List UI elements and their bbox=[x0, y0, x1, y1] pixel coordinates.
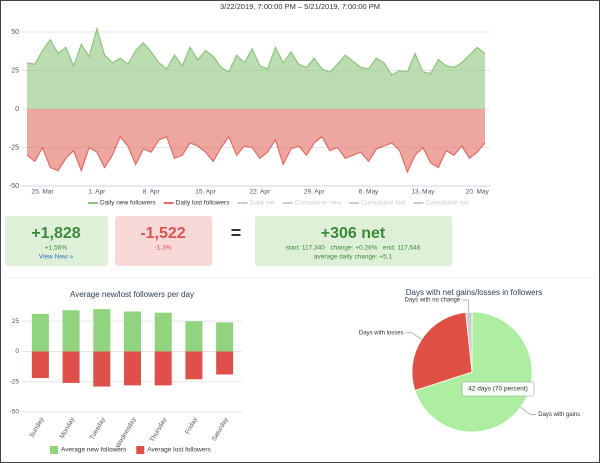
label-connector bbox=[405, 332, 422, 340]
y-tick-label: -25 bbox=[9, 144, 19, 151]
bar bbox=[31, 313, 49, 352]
pie-label: Days with gains bbox=[538, 412, 580, 418]
y-tick-label: 25 bbox=[12, 318, 20, 325]
pie-label: Days with losses bbox=[359, 330, 404, 336]
bar bbox=[93, 351, 111, 387]
y-tick-label: -50 bbox=[10, 409, 20, 416]
legend-label: Average new followers bbox=[61, 447, 127, 454]
bar bbox=[185, 321, 203, 352]
y-tick-label: 25 bbox=[11, 67, 19, 74]
net-details: start: 117,340 change: +0.26% end: 117,6… bbox=[286, 245, 421, 252]
lost-box bbox=[115, 216, 212, 266]
chart-title: Average new/lost followers per day bbox=[70, 290, 194, 299]
legend-label: Average lost followers bbox=[147, 447, 211, 454]
lost-total: -1,522 bbox=[140, 225, 185, 242]
chart-title: Days with net gains/losses in followers bbox=[406, 288, 543, 297]
bar bbox=[185, 351, 203, 380]
x-tick-label: 1. Apr bbox=[88, 189, 106, 196]
area-fill bbox=[27, 28, 485, 109]
tooltip-text: 42 days (70 percent) bbox=[468, 386, 528, 393]
legend-symbol bbox=[50, 446, 58, 454]
new-total: +1,828 bbox=[31, 225, 80, 242]
y-tick-label: 0 bbox=[15, 106, 19, 113]
x-tick-label: Sunday bbox=[28, 416, 45, 439]
equals-sign: = bbox=[231, 223, 242, 243]
x-tick-label: Saturday bbox=[211, 416, 230, 443]
bar bbox=[62, 351, 80, 383]
x-tick-label: Friday bbox=[184, 416, 199, 436]
area-line bbox=[26, 26, 486, 76]
x-tick-label: Monday bbox=[59, 416, 77, 440]
legend-label: Daily new followers bbox=[100, 200, 156, 207]
bar bbox=[124, 311, 141, 352]
pie-slice bbox=[411, 311, 473, 392]
x-tick-label: 29. Apr bbox=[304, 189, 325, 196]
bar bbox=[154, 312, 172, 352]
new-percent: +1.56% bbox=[45, 245, 67, 252]
y-tick-label: 50 bbox=[11, 29, 19, 36]
x-tick-label: 22. Apr bbox=[250, 189, 271, 196]
x-tick-label: 8. Apr bbox=[143, 189, 161, 196]
net-box bbox=[255, 216, 452, 266]
new-box bbox=[5, 216, 108, 266]
legend-label: Daily lost followers bbox=[176, 200, 231, 207]
y-tick-label: 0 bbox=[15, 348, 19, 355]
area-fill bbox=[27, 109, 485, 173]
y-tick-label: -50 bbox=[9, 183, 19, 190]
bar bbox=[93, 309, 111, 352]
x-tick-label: Thursday bbox=[149, 416, 169, 444]
bar bbox=[154, 351, 172, 386]
x-tick-label: 13. May bbox=[411, 189, 435, 196]
x-tick-label: 15. Apr bbox=[195, 189, 216, 196]
view-new-link[interactable]: View New » bbox=[39, 254, 74, 261]
legend-symbol bbox=[136, 446, 145, 454]
x-tick-label: 25. Mar bbox=[32, 189, 55, 196]
chart-title: 3/22/2019, 7:00:00 PM – 5/21/2019, 7:00:… bbox=[220, 2, 380, 11]
pie-label: Days with no change bbox=[405, 298, 461, 304]
bar bbox=[31, 351, 49, 379]
x-tick-label: Tuesday bbox=[89, 416, 108, 442]
x-tick-label: 6. May bbox=[359, 189, 379, 196]
bar bbox=[216, 351, 234, 375]
area-line bbox=[26, 135, 486, 174]
net-average: average daily change: +5.1 bbox=[314, 254, 393, 261]
legend-label: Daily net bbox=[249, 200, 274, 207]
label-connector bbox=[462, 299, 470, 313]
bar bbox=[62, 310, 80, 352]
y-tick-label: -25 bbox=[10, 378, 20, 385]
label-connector bbox=[520, 407, 537, 415]
legend-label: Cumulative new bbox=[295, 200, 342, 207]
x-tick-label: Wednesday bbox=[115, 416, 139, 450]
pie-slice bbox=[465, 311, 473, 373]
lost-percent: -1.3% bbox=[155, 245, 172, 252]
net-total: +306 net bbox=[321, 225, 386, 242]
bar bbox=[124, 351, 141, 386]
legend-label: Cumulative net bbox=[425, 200, 469, 207]
bar bbox=[216, 322, 234, 352]
legend-label: Cumulative lost bbox=[361, 200, 406, 207]
x-tick-label: 20. May bbox=[466, 189, 490, 196]
tooltip-box bbox=[461, 381, 535, 397]
pie-slice bbox=[414, 311, 533, 433]
